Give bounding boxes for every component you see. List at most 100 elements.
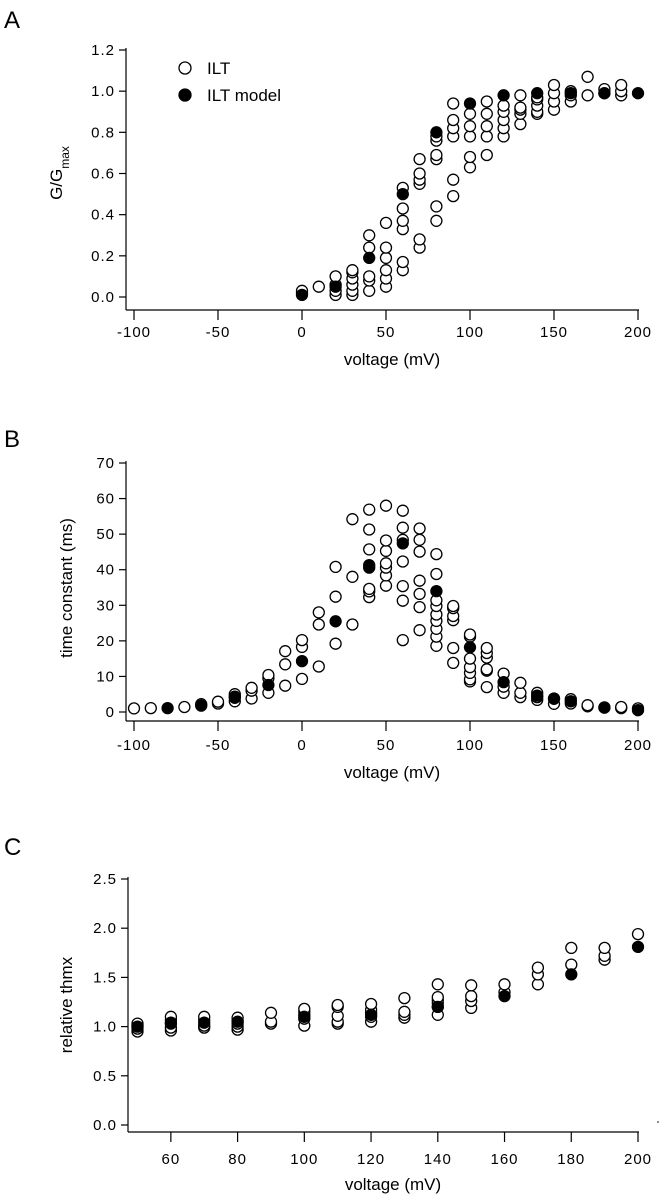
y-tick-label: 0.4 (91, 207, 115, 224)
data-point-ilt (447, 656, 460, 670)
data-point-ilt (531, 961, 545, 974)
data-point-ilt (413, 533, 426, 546)
data-point-ilt (379, 216, 393, 230)
data-point-model (363, 251, 376, 265)
y-tick-label: 30 (96, 597, 115, 614)
data-point-ilt (264, 1006, 278, 1019)
data-point-ilt (363, 241, 376, 254)
data-point-ilt (447, 173, 460, 186)
data-point-ilt (363, 543, 376, 556)
x-axis-label: voltage (mV) (344, 350, 440, 369)
data-point-ilt (514, 89, 527, 102)
data-point-ilt (514, 676, 527, 689)
data-point-model (564, 695, 577, 708)
y-tick-label: 20 (96, 633, 115, 650)
data-point-ilt (581, 699, 594, 712)
data-point-ilt (379, 544, 393, 558)
data-point-model (631, 87, 645, 100)
series-ilt-model (131, 940, 645, 1033)
data-point-model (198, 1016, 211, 1029)
data-point-ilt (295, 672, 309, 686)
data-point-model (363, 558, 376, 572)
x-tick-label: 160 (491, 1151, 519, 1168)
data-point-model (631, 940, 645, 954)
data-point-model (598, 87, 611, 100)
data-point-ilt (396, 504, 409, 517)
data-point-ilt (346, 513, 359, 526)
data-point-ilt (413, 152, 426, 166)
data-point-ilt (364, 997, 378, 1011)
data-point-ilt (413, 574, 426, 587)
data-point-ilt (447, 189, 460, 203)
data-point-ilt (379, 241, 393, 254)
data-point-ilt (631, 927, 645, 941)
panel-letter-a: A (4, 7, 20, 34)
data-point-model (565, 968, 578, 981)
data-point-ilt (463, 161, 477, 174)
data-point-ilt (346, 264, 359, 277)
data-point-ilt (547, 78, 561, 92)
data-point-ilt (615, 78, 628, 92)
data-point-ilt (379, 264, 393, 277)
data-point-ilt (413, 624, 426, 637)
data-point-ilt (581, 89, 594, 102)
series-ilt-model (295, 87, 645, 302)
x-tick-label: -50 (206, 324, 231, 341)
data-point-ilt (430, 547, 443, 561)
data-point-ilt (178, 700, 191, 714)
data-point-ilt (413, 522, 426, 535)
panel-c: 0.0 0.5 1.0 1.5 2.0 2.5 60 80 100 120 140 160 180 200… (57, 871, 652, 1194)
x-tick-label: 100 (290, 1151, 318, 1168)
x-tick-label: 0 (297, 737, 306, 754)
legend-marker-filled (178, 88, 192, 102)
data-point-ilt (396, 214, 409, 227)
data-point-model (396, 187, 409, 201)
data-point-ilt (396, 202, 409, 215)
y-tick-label: 1.0 (93, 1019, 117, 1036)
series-ilt (295, 70, 628, 302)
panel-a: 0.0 0.2 0.4 0.6 0.8 1.0 1.2 -100 -50 0 50 100 150 200… (47, 42, 652, 369)
series-ilt-model (161, 537, 645, 717)
data-point-ilt (346, 618, 359, 631)
data-point-ilt (363, 229, 376, 242)
data-point-ilt (413, 600, 426, 614)
data-point-ilt (379, 499, 393, 512)
stray-mark (657, 1121, 659, 1123)
data-point-ilt (447, 113, 460, 127)
data-point-ilt (262, 668, 275, 682)
data-point-model (531, 87, 544, 100)
data-point-ilt (598, 941, 611, 955)
data-point-model (195, 699, 208, 712)
data-point-ilt (431, 978, 444, 991)
data-point-ilt (379, 251, 393, 265)
y-tick-label: 0.5 (93, 1068, 117, 1085)
y-tick-label: 2.0 (93, 920, 117, 937)
data-point-model (631, 704, 645, 717)
data-point-model (295, 288, 309, 302)
data-point-ilt (581, 70, 594, 83)
x-tick-label: 200 (624, 1151, 652, 1168)
data-point-model (531, 689, 544, 702)
data-point-ilt (430, 148, 443, 162)
x-tick-label: 200 (624, 324, 652, 341)
data-point-model (430, 584, 443, 598)
x-axis-label: voltage (mV) (344, 763, 440, 782)
data-point-ilt (245, 681, 258, 694)
data-point-ilt (363, 582, 376, 596)
data-point-ilt (480, 107, 493, 120)
data-point-ilt (329, 270, 342, 283)
y-tick-label: 1.0 (91, 83, 115, 100)
data-point-model (396, 537, 409, 550)
data-point-ilt (396, 579, 409, 593)
data-point-ilt (480, 663, 493, 676)
x-tick-label: -100 (117, 324, 151, 341)
data-point-ilt (430, 200, 443, 213)
data-point-ilt (211, 695, 225, 708)
data-point-model (231, 1015, 244, 1028)
y-tick-label: 2.5 (93, 871, 117, 888)
data-point-ilt (363, 284, 376, 297)
legend-label-ilt-model: ILT model (207, 86, 281, 105)
y-tick-label: 0.8 (91, 124, 115, 141)
y-tick-label: 60 (96, 491, 115, 508)
y-tick-label: 0.6 (91, 166, 115, 183)
